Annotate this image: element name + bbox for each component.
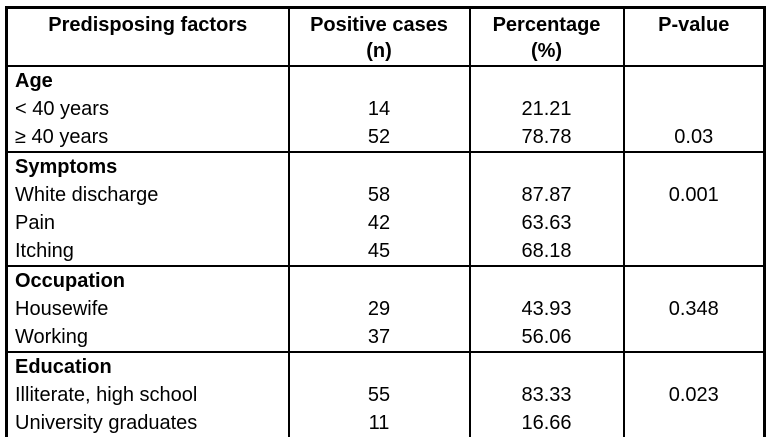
percentage-value: 68.18	[521, 240, 572, 262]
blank-line	[471, 67, 623, 95]
positive-cases-value: 11	[368, 412, 390, 434]
blank-line	[290, 267, 469, 295]
blank-line	[625, 409, 764, 437]
percentage-value: 16.66	[521, 412, 572, 434]
column-header-label: Predisposing factors	[48, 14, 248, 36]
p-value: 0.001	[668, 184, 719, 206]
cell-percentage: 83.33 16.66	[468, 351, 625, 437]
cell-percentage: 43.93 56.06	[468, 265, 625, 353]
percentage-value: 43.93	[521, 298, 572, 320]
factor-label: Pain	[15, 212, 56, 234]
blank-line	[625, 353, 764, 381]
blank-line	[290, 353, 469, 381]
blank-line	[290, 67, 469, 95]
positive-cases-value: 37	[367, 326, 391, 348]
column-header-percentage: Percentage (%)	[468, 6, 625, 67]
column-header-label-line1: Positive cases	[310, 14, 448, 36]
cell-p-value: 0.03	[622, 65, 766, 153]
column-header-label-line1: Percentage	[492, 14, 601, 36]
section-row-age: Age < 40 years ≥ 40 years 14 52 21.21 78.78 0.0…	[5, 65, 766, 153]
blank-line	[290, 153, 469, 181]
cell-positive-cases: 29 37	[287, 265, 471, 353]
section-title: Occupation	[15, 270, 126, 292]
percentage-value: 21.21	[521, 98, 572, 120]
percentage-value: 78.78	[521, 126, 572, 148]
positive-cases-value: 58	[367, 184, 391, 206]
p-value: 0.348	[668, 298, 719, 320]
blank-line	[625, 67, 764, 95]
column-header-predisposing-factors: Predisposing factors	[5, 6, 290, 67]
factor-label: Housewife	[15, 298, 109, 320]
percentage-value: 83.33	[521, 384, 572, 406]
blank-line	[625, 267, 764, 295]
factor-label: Itching	[15, 240, 74, 262]
cell-p-value: 0.001	[622, 151, 766, 267]
predisposing-factors-table: Predisposing factors Positive cases (n) …	[5, 6, 766, 437]
cell-positive-cases: 14 52	[287, 65, 471, 153]
cell-percentage: 87.87 63.63 68.18	[468, 151, 625, 267]
blank-line	[471, 353, 623, 381]
positive-cases-value: 55	[367, 384, 391, 406]
header-row: Predisposing factors Positive cases (n) …	[5, 6, 766, 67]
column-header-positive-cases: Positive cases (n)	[287, 6, 471, 67]
blank-line	[625, 209, 764, 237]
factor-label: < 40 years	[15, 98, 109, 120]
percentage-value: 56.06	[521, 326, 572, 348]
section-row-occupation: Occupation Housewife Working 29 37 43.93 56.06…	[5, 265, 766, 353]
cell-p-value: 0.023	[622, 351, 766, 437]
percentage-value: 63.63	[521, 212, 572, 234]
p-value: 0.023	[668, 384, 719, 406]
blank-line	[625, 237, 764, 265]
cell-factor-labels: Age < 40 years ≥ 40 years	[5, 65, 290, 153]
column-header-label-line2: (n)	[366, 40, 392, 62]
cell-p-value: 0.348	[622, 265, 766, 353]
factor-label: Working	[15, 326, 88, 348]
column-header-p-value: P-value	[622, 6, 766, 67]
factor-label: Illiterate, high school	[15, 384, 198, 406]
table-header: Predisposing factors Positive cases (n) …	[5, 6, 766, 67]
positive-cases-value: 42	[367, 212, 391, 234]
column-header-label-line2: (%)	[530, 40, 563, 62]
table-body: Age < 40 years ≥ 40 years 14 52 21.21 78.78 0.0…	[5, 65, 766, 437]
positive-cases-value: 29	[367, 298, 391, 320]
section-title: Education	[15, 356, 112, 378]
blank-line	[625, 95, 764, 123]
factor-label: University graduates	[15, 412, 198, 434]
cell-factor-labels: Education Illiterate, high school Universi…	[5, 351, 290, 437]
cell-positive-cases: 58 42 45	[287, 151, 471, 267]
cell-factor-labels: Occupation Housewife Working	[5, 265, 290, 353]
blank-line	[471, 153, 623, 181]
blank-line	[625, 323, 764, 351]
blank-line	[625, 153, 764, 181]
blank-line	[471, 267, 623, 295]
section-title: Age	[15, 70, 53, 92]
positive-cases-value: 45	[367, 240, 391, 262]
section-title: Symptoms	[15, 156, 118, 178]
column-header-label: P-value	[658, 14, 730, 36]
section-row-symptoms: Symptoms White discharge Pain Itching 58 42 45…	[5, 151, 766, 267]
positive-cases-value: 52	[367, 126, 391, 148]
factor-label: ≥ 40 years	[15, 126, 109, 148]
factor-label: White discharge	[15, 184, 159, 206]
percentage-value: 87.87	[521, 184, 572, 206]
section-row-education: Education Illiterate, high school Universi…	[5, 351, 766, 437]
cell-positive-cases: 55 11	[287, 351, 471, 437]
cell-factor-labels: Symptoms White discharge Pain Itching	[5, 151, 290, 267]
p-value: 0.03	[674, 126, 714, 148]
positive-cases-value: 14	[367, 98, 391, 120]
cell-percentage: 21.21 78.78	[468, 65, 625, 153]
